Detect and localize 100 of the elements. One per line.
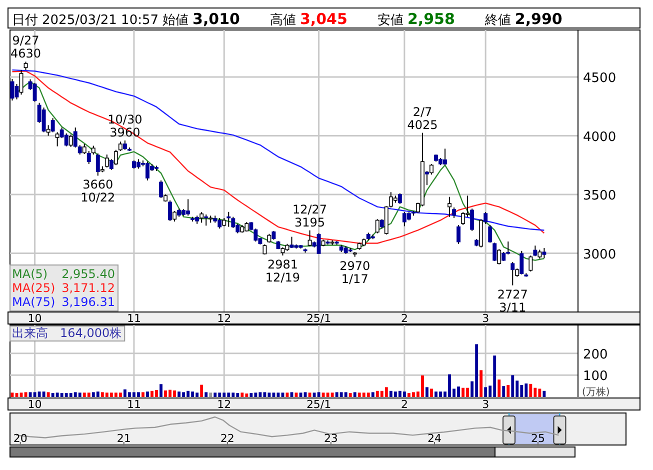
x-tick-label: 12: [217, 398, 232, 411]
candlestick: [452, 206, 456, 218]
bar: [118, 392, 122, 397]
bar: [178, 392, 181, 397]
bar: [240, 392, 244, 397]
x-tick-label: 25/1: [306, 398, 332, 411]
candlestick: [461, 212, 466, 226]
y-axis-title: (万株): [582, 386, 610, 398]
bar: [146, 392, 149, 397]
x-tick-label: 11: [126, 312, 141, 325]
bar: [371, 392, 374, 397]
bar: [402, 392, 406, 397]
x-tick-label: 11: [126, 398, 141, 411]
y-tick-label: 4500: [583, 71, 616, 86]
bar: [344, 392, 348, 397]
candlestick: [510, 262, 515, 286]
bar: [209, 392, 212, 397]
bar: [200, 384, 204, 397]
candlestick: [104, 154, 109, 168]
bar: [250, 393, 253, 397]
bar: [46, 392, 50, 397]
candlestick: [290, 236, 294, 248]
candlestick: [448, 196, 452, 218]
candlestick: [398, 192, 402, 204]
candlestick: [226, 211, 231, 228]
x-tick-label: 12: [217, 312, 232, 325]
text: 3,010: [192, 10, 240, 28]
x-tick-label: 3: [482, 398, 490, 411]
bar: [542, 390, 546, 397]
candlestick: [172, 210, 177, 222]
text: 終値: [484, 13, 511, 28]
text: 2,990: [514, 10, 562, 28]
text: 2025/03/21 10:57: [42, 13, 159, 28]
y-tick-label: 4000: [583, 130, 616, 145]
bar: [214, 392, 217, 397]
bar: [78, 392, 82, 397]
candlestick: [86, 150, 91, 164]
candlestick: [46, 124, 50, 136]
annotation: 2970 1/17: [340, 258, 370, 286]
candlestick: [122, 140, 127, 150]
candlestick: [262, 244, 267, 255]
bar: [96, 392, 100, 397]
x-tick-label: 24: [427, 432, 442, 445]
bar: [348, 393, 352, 397]
bar: [42, 392, 46, 397]
candlestick: [488, 224, 492, 244]
annotation: 2727 3/11: [497, 287, 528, 314]
candlestick: [55, 132, 60, 147]
annotation: 2/7 4025: [407, 104, 438, 132]
x-tick-label: 3: [482, 312, 490, 325]
text: 高値: [270, 12, 296, 28]
bar: [426, 387, 428, 397]
text: 3,045: [300, 10, 348, 28]
annotation: 3660 10/22: [80, 178, 116, 205]
candlestick: [308, 230, 312, 247]
bar: [506, 385, 510, 397]
candlestick: [114, 149, 118, 166]
bar: [366, 392, 370, 397]
x-tick-label: 23: [324, 432, 338, 445]
bar: [160, 384, 162, 397]
bar: [511, 375, 514, 397]
candlestick: [118, 141, 122, 152]
bar: [498, 380, 501, 397]
annotation: 9/27 4630: [10, 34, 42, 61]
bar: [330, 392, 334, 397]
text: 2,958: [407, 10, 455, 28]
bar: [384, 387, 388, 397]
y-tick-label: 100: [583, 369, 608, 384]
candlestick: [32, 82, 37, 102]
annotation: 12/27 3195: [292, 202, 328, 230]
bar: [142, 392, 144, 397]
text: 始値: [162, 13, 189, 28]
x-tick-label: 20: [13, 432, 28, 445]
text: MA(25) 3,171.12: [12, 281, 115, 295]
bar: [87, 392, 90, 397]
chart-title: 出来高 164,000株: [12, 326, 122, 340]
x-tick-label: 25/1: [306, 312, 332, 325]
bar: [204, 392, 208, 397]
annotation: 2981 12/19: [265, 257, 300, 284]
text: MA(75) 3,196.31: [12, 295, 115, 309]
candlestick: [50, 118, 55, 133]
bar: [462, 388, 465, 397]
y-tick-label: 200: [583, 347, 608, 362]
candlestick: [456, 224, 461, 244]
x-tick-label: 25: [531, 432, 545, 445]
candlestick: [492, 242, 497, 262]
candlestick: [73, 127, 78, 148]
candlestick: [375, 218, 380, 234]
text: 安値: [377, 12, 404, 28]
candlestick: [231, 216, 236, 228]
bar: [529, 384, 532, 397]
candlestick: [497, 248, 502, 265]
candlestick: [168, 200, 172, 222]
candlestick: [528, 255, 533, 272]
x-tick-label: 2: [400, 312, 408, 325]
x-tick-label: 10: [28, 398, 42, 411]
x-tick-label: 22: [220, 432, 234, 445]
bar: [484, 387, 488, 397]
candlestick: [430, 163, 434, 176]
candlestick: [82, 143, 86, 154]
